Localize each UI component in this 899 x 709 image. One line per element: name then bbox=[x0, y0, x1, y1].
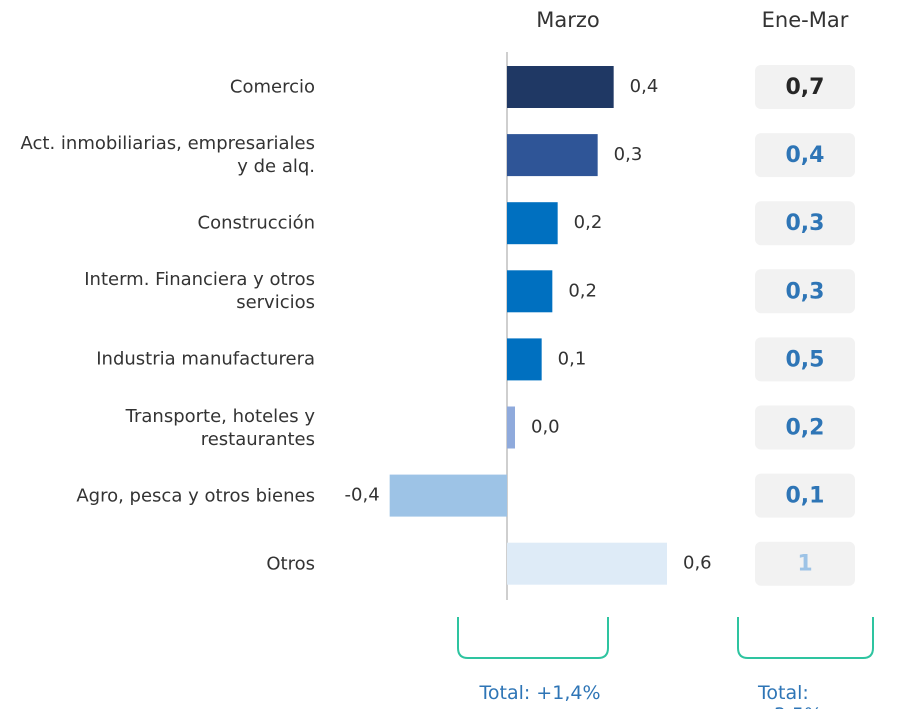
bar bbox=[507, 338, 542, 381]
total-label: Total: +3,5% bbox=[758, 682, 822, 709]
summary-value: 1 bbox=[797, 552, 812, 577]
summary-value: 0,7 bbox=[786, 75, 825, 100]
summary-box bbox=[755, 541, 855, 586]
summary-value: 0,1 bbox=[786, 484, 825, 509]
bracket bbox=[457, 617, 609, 659]
bar bbox=[507, 270, 553, 313]
category-label: Transporte, hoteles y restaurantes bbox=[125, 405, 315, 450]
value-label: 0,2 bbox=[574, 212, 603, 233]
summary-value: 0,4 bbox=[786, 143, 825, 168]
summary-box bbox=[755, 65, 855, 109]
summary-value: 0,5 bbox=[786, 347, 825, 372]
bar bbox=[389, 474, 507, 517]
bar bbox=[507, 66, 614, 108]
value-label: 0,6 bbox=[683, 553, 712, 574]
column-header: Marzo bbox=[536, 8, 600, 32]
value-label: 0,1 bbox=[558, 348, 587, 369]
category-label: Otros bbox=[266, 553, 315, 575]
summary-box bbox=[755, 201, 855, 246]
summary-value: 0,3 bbox=[786, 279, 825, 304]
value-label: 0,0 bbox=[531, 417, 560, 438]
total-label: Total: +1,4% bbox=[479, 682, 601, 704]
category-label: Comercio bbox=[229, 76, 315, 98]
category-label: Act. inmobiliarias, empresariales y de a… bbox=[20, 133, 315, 178]
summary-box bbox=[755, 133, 855, 178]
category-label: Interm. Financiera y otros servicios bbox=[84, 269, 315, 314]
summary-box bbox=[755, 473, 855, 518]
summary-value: 0,3 bbox=[786, 211, 825, 236]
summary-value: 0,2 bbox=[786, 416, 825, 441]
value-label: 0,2 bbox=[568, 280, 597, 301]
value-label: 0,4 bbox=[630, 76, 659, 97]
bar bbox=[507, 202, 558, 245]
value-label: 0,3 bbox=[614, 144, 643, 165]
summary-box bbox=[755, 405, 855, 450]
bar bbox=[507, 134, 598, 177]
bar bbox=[507, 406, 515, 449]
category-label: Construcción bbox=[197, 212, 315, 234]
value-label: -0,4 bbox=[345, 485, 380, 506]
column-header: Ene-Mar bbox=[761, 8, 849, 32]
category-label: Agro, pesca y otros bienes bbox=[76, 485, 315, 507]
summary-box bbox=[755, 337, 855, 382]
bar bbox=[507, 542, 667, 585]
category-label: Industria manufacturera bbox=[96, 348, 315, 370]
bracket bbox=[737, 617, 874, 659]
summary-box bbox=[755, 269, 855, 314]
